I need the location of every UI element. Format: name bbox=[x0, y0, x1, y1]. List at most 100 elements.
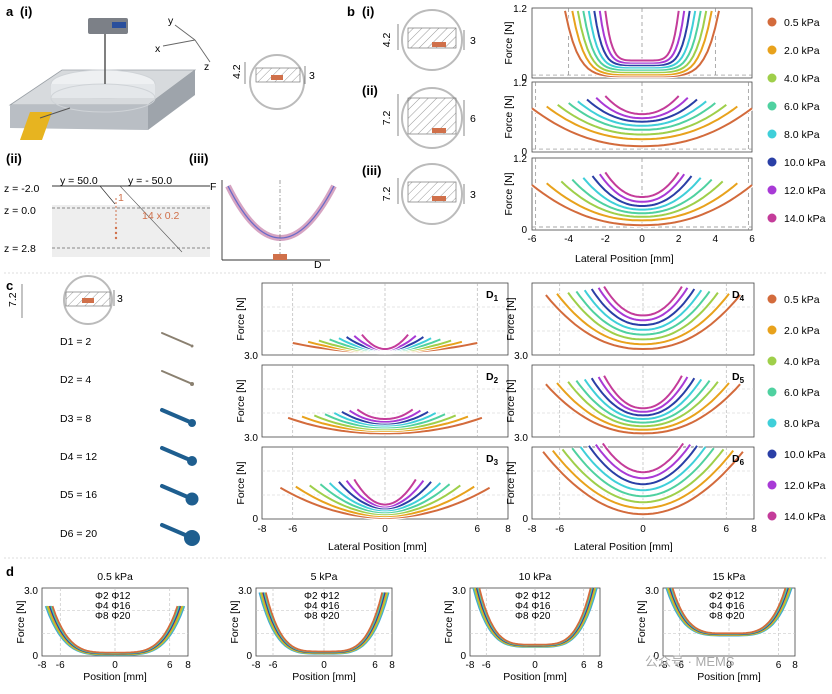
y-tick-label: 1.2 bbox=[513, 154, 527, 165]
series-line-6-0-kPa bbox=[571, 178, 713, 215]
legend-marker bbox=[767, 101, 777, 111]
legend-label: 14.0 kPa bbox=[784, 213, 826, 225]
x-tick-label: 6 bbox=[167, 660, 173, 671]
dim-inner-c: 3 bbox=[117, 293, 123, 305]
x-tick-label: 8 bbox=[792, 660, 798, 671]
legend-item: 6.0 kPa bbox=[767, 387, 820, 399]
legend-item: 14.0 kPa bbox=[767, 511, 826, 523]
b-plot-1: 0 1.2 Force [N] bbox=[503, 4, 753, 84]
c-plot-D2: D2 Force [N] 3.0 bbox=[235, 364, 509, 444]
panel-label-a-iii: (iii) bbox=[189, 151, 209, 166]
series-line-6-0-kPa bbox=[568, 102, 716, 131]
x-tick-label: 0 bbox=[532, 660, 538, 671]
y-axis-label: Force [N] bbox=[235, 379, 247, 422]
legend-label: 12.0 kPa bbox=[784, 480, 826, 492]
series-line-14-0-kPa bbox=[604, 10, 680, 62]
legend-marker bbox=[767, 387, 777, 397]
x-tick-label: -8 bbox=[252, 660, 261, 671]
x-tick-label: -4 bbox=[564, 234, 573, 245]
series-line-2-0-kPa bbox=[556, 382, 730, 431]
series-line-0-5-kPa bbox=[542, 451, 744, 516]
legend-label: 4.0 kPa bbox=[784, 73, 820, 85]
legend-item: 12.0 kPa bbox=[767, 480, 826, 492]
legend-label: 0.5 kPa bbox=[784, 17, 820, 29]
probe-shaft bbox=[160, 408, 192, 424]
series-line-2-0-kPa bbox=[556, 293, 730, 346]
series-line-6-0-kPa bbox=[571, 447, 715, 498]
legend-marker bbox=[767, 480, 777, 490]
b-plot-2: 0 1.2 Force [N] bbox=[503, 78, 754, 158]
series-line-12-0-kPa bbox=[597, 376, 689, 413]
c-plot-D5: D5 Force [N] 3.0 bbox=[505, 364, 755, 444]
legend-label: 14.0 kPa bbox=[784, 511, 826, 523]
series-line-2-0-kPa bbox=[546, 105, 738, 141]
legend-item: 4.0 kPa bbox=[767, 73, 820, 85]
x-tick-label: -8 bbox=[258, 524, 267, 535]
series-line-2-0-kPa bbox=[552, 449, 734, 510]
legend-label: 12.0 kPa bbox=[784, 185, 826, 197]
probe-tag: D1 bbox=[486, 289, 499, 303]
series-line-probe-6 bbox=[264, 592, 384, 653]
series-line-10-0-kPa bbox=[590, 288, 696, 326]
legend-marker bbox=[767, 185, 777, 195]
legend-marker bbox=[767, 213, 777, 223]
y-tick-label: 0 bbox=[521, 225, 527, 236]
panel-label-b-iii: (iii) bbox=[362, 163, 382, 178]
series-line-0-5-kPa bbox=[531, 107, 753, 148]
probe-1: D1 = 2 bbox=[60, 332, 194, 348]
legend-label: 10.0 kPa bbox=[784, 157, 826, 169]
legend-marker bbox=[767, 294, 777, 304]
scan-path-diagram: y = 50.0 y = - 50.0 z = -2.0 z = 0.0 z =… bbox=[4, 175, 210, 257]
axis-z-label: z bbox=[204, 61, 209, 73]
series-line-8-0-kPa bbox=[579, 446, 707, 492]
y-tick-label: 0 bbox=[460, 651, 466, 662]
legend-b: 0.5 kPa 2.0 kPa 4.0 kPa 6.0 kPa 8.0 kPa 10.0 … bbox=[767, 17, 826, 225]
probe-3: D3 = 8 bbox=[60, 408, 196, 427]
x-tick-label: -8 bbox=[466, 660, 475, 671]
dim-outer: 7.2 bbox=[381, 111, 393, 126]
cross-section-schematic-a: 4.2 3 bbox=[231, 54, 315, 110]
y-axis-label: Force [N] bbox=[505, 461, 517, 504]
series-line-0-5-kPa bbox=[545, 294, 741, 351]
legend-item: 14.0 kPa bbox=[767, 213, 826, 225]
panel-label-a: a bbox=[6, 4, 14, 19]
probe-shaft bbox=[161, 332, 191, 346]
series-line-4-0-kPa bbox=[557, 103, 727, 136]
legend-label: 6.0 kPa bbox=[784, 387, 820, 399]
series-line-0-5-kPa bbox=[531, 184, 753, 227]
x-tick-label: -8 bbox=[659, 660, 668, 671]
series-line-8-0-kPa bbox=[583, 289, 703, 331]
legend-item: 10.0 kPa bbox=[767, 449, 826, 461]
x-tick-label: 0 bbox=[321, 660, 327, 671]
legend-marker bbox=[767, 17, 777, 27]
series-line-10-0-kPa bbox=[590, 377, 696, 417]
d-legend-entry: Φ4 Φ16 bbox=[304, 601, 340, 612]
probe-shaft bbox=[161, 370, 191, 384]
probe-2: D2 = 4 bbox=[60, 370, 194, 386]
dim-outer-c: 7.2 bbox=[7, 292, 19, 307]
probe-tip bbox=[184, 530, 200, 546]
legend-label: 0.5 kPa bbox=[784, 294, 820, 306]
x-axis-label: Position [mm] bbox=[697, 671, 761, 683]
legend-marker bbox=[767, 129, 777, 139]
y-axis-label: Force [N] bbox=[229, 600, 241, 643]
d-legend-entry: Φ8 Φ20 bbox=[515, 611, 551, 622]
axis-y-label: y bbox=[168, 15, 174, 27]
legend-marker bbox=[767, 418, 777, 428]
apparatus-illustration bbox=[8, 18, 197, 140]
legend-label: 8.0 kPa bbox=[784, 129, 820, 141]
legend-marker bbox=[767, 356, 777, 366]
x-axis-label: Position [mm] bbox=[292, 671, 356, 683]
d-legend-entry: Φ4 Φ16 bbox=[95, 601, 131, 612]
dim-outer-a: 4.2 bbox=[231, 64, 243, 79]
series-line-10-0-kPa bbox=[588, 445, 698, 486]
series-line-12-0-kPa bbox=[598, 173, 686, 203]
x-tick-label: -8 bbox=[528, 524, 537, 535]
x-tick-label: 6 bbox=[749, 234, 755, 245]
